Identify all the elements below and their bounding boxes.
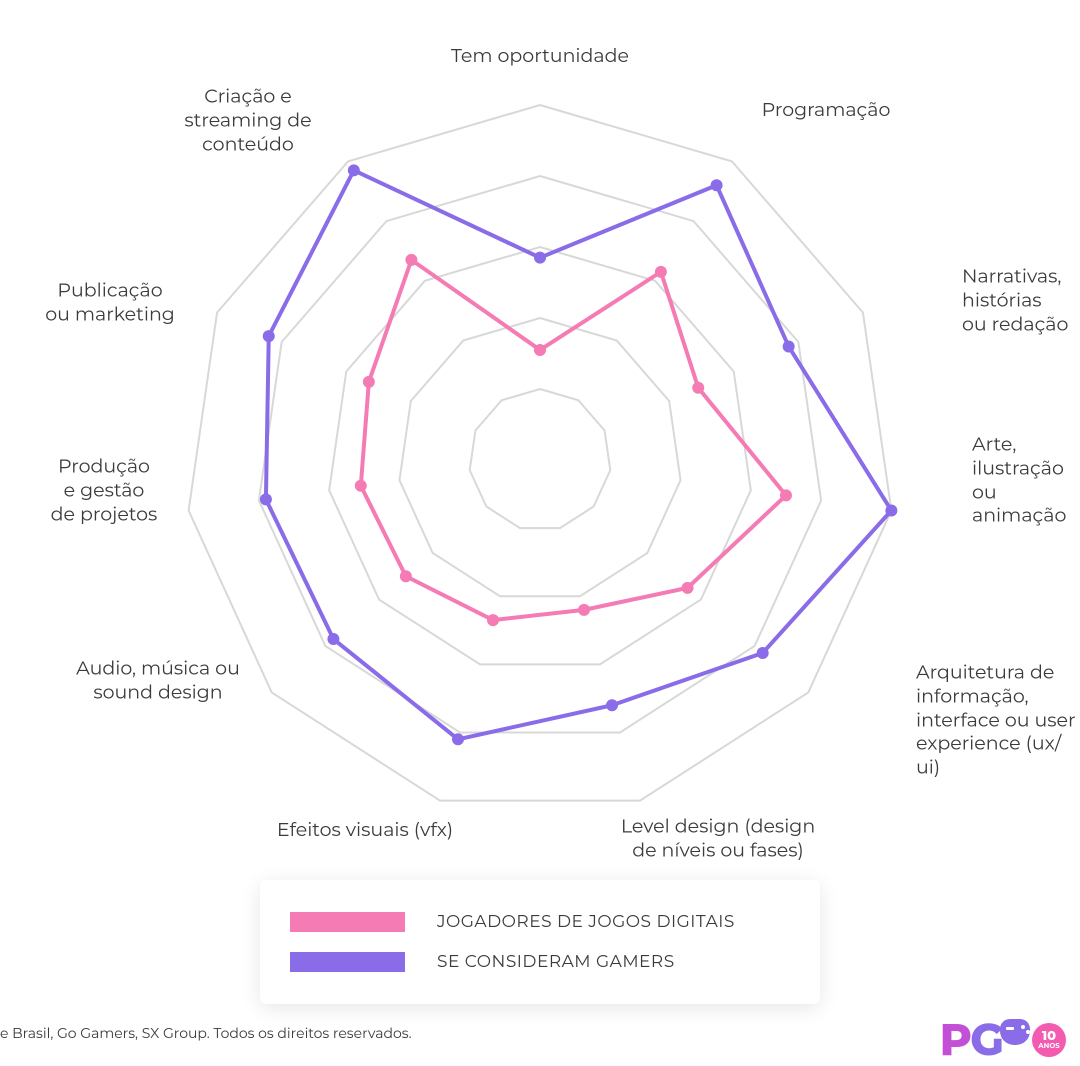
copyright-text: e Brasil, Go Gamers, SX Group. Todos os … bbox=[0, 1024, 412, 1042]
logo-letters: PG bbox=[940, 1018, 1002, 1062]
logo-letter-p: P bbox=[940, 1013, 970, 1066]
axis-label: Tem oportunidade bbox=[451, 44, 629, 68]
anniversary-badge: 10 ANOS bbox=[1032, 1023, 1066, 1057]
legend-item-gamers: SE CONSIDERAM GAMERS bbox=[290, 942, 790, 982]
badge-sub: ANOS bbox=[1038, 1043, 1059, 1049]
legend-item-players: JOGADORES DE JOGOS DIGITAIS bbox=[290, 902, 790, 942]
legend-text-gamers: SE CONSIDERAM GAMERS bbox=[437, 952, 675, 972]
axis-label: Audio, música ou sound design bbox=[76, 656, 240, 704]
axis-label: Arquitetura de informação, interface ou … bbox=[916, 661, 1080, 780]
legend-swatch-players bbox=[290, 912, 405, 932]
axis-label: Arte, ilustração ou animação bbox=[972, 433, 1080, 528]
axis-label: Efeitos visuais (vfx) bbox=[277, 818, 453, 842]
brand-logo: PG 10 ANOS bbox=[940, 1018, 1066, 1062]
axis-label: Narrativas, histórias ou redação bbox=[962, 264, 1068, 335]
legend-box: JOGADORES DE JOGOS DIGITAIS SE CONSIDERA… bbox=[260, 880, 820, 1004]
axis-label: Criação e streaming de conteúdo bbox=[184, 84, 311, 155]
axis-label: Programação bbox=[762, 98, 891, 122]
legend-text-players: JOGADORES DE JOGOS DIGITAIS bbox=[437, 912, 735, 932]
axis-label: Produção e gestão de projetos bbox=[51, 454, 158, 525]
logo-letter-g: G bbox=[970, 1013, 1002, 1066]
axis-label: Level design (design de níveis ou fases) bbox=[621, 814, 815, 862]
legend-swatch-gamers bbox=[290, 952, 405, 972]
axis-label: Publicação ou marketing bbox=[45, 278, 175, 326]
gamepad-icon bbox=[1000, 1019, 1030, 1045]
